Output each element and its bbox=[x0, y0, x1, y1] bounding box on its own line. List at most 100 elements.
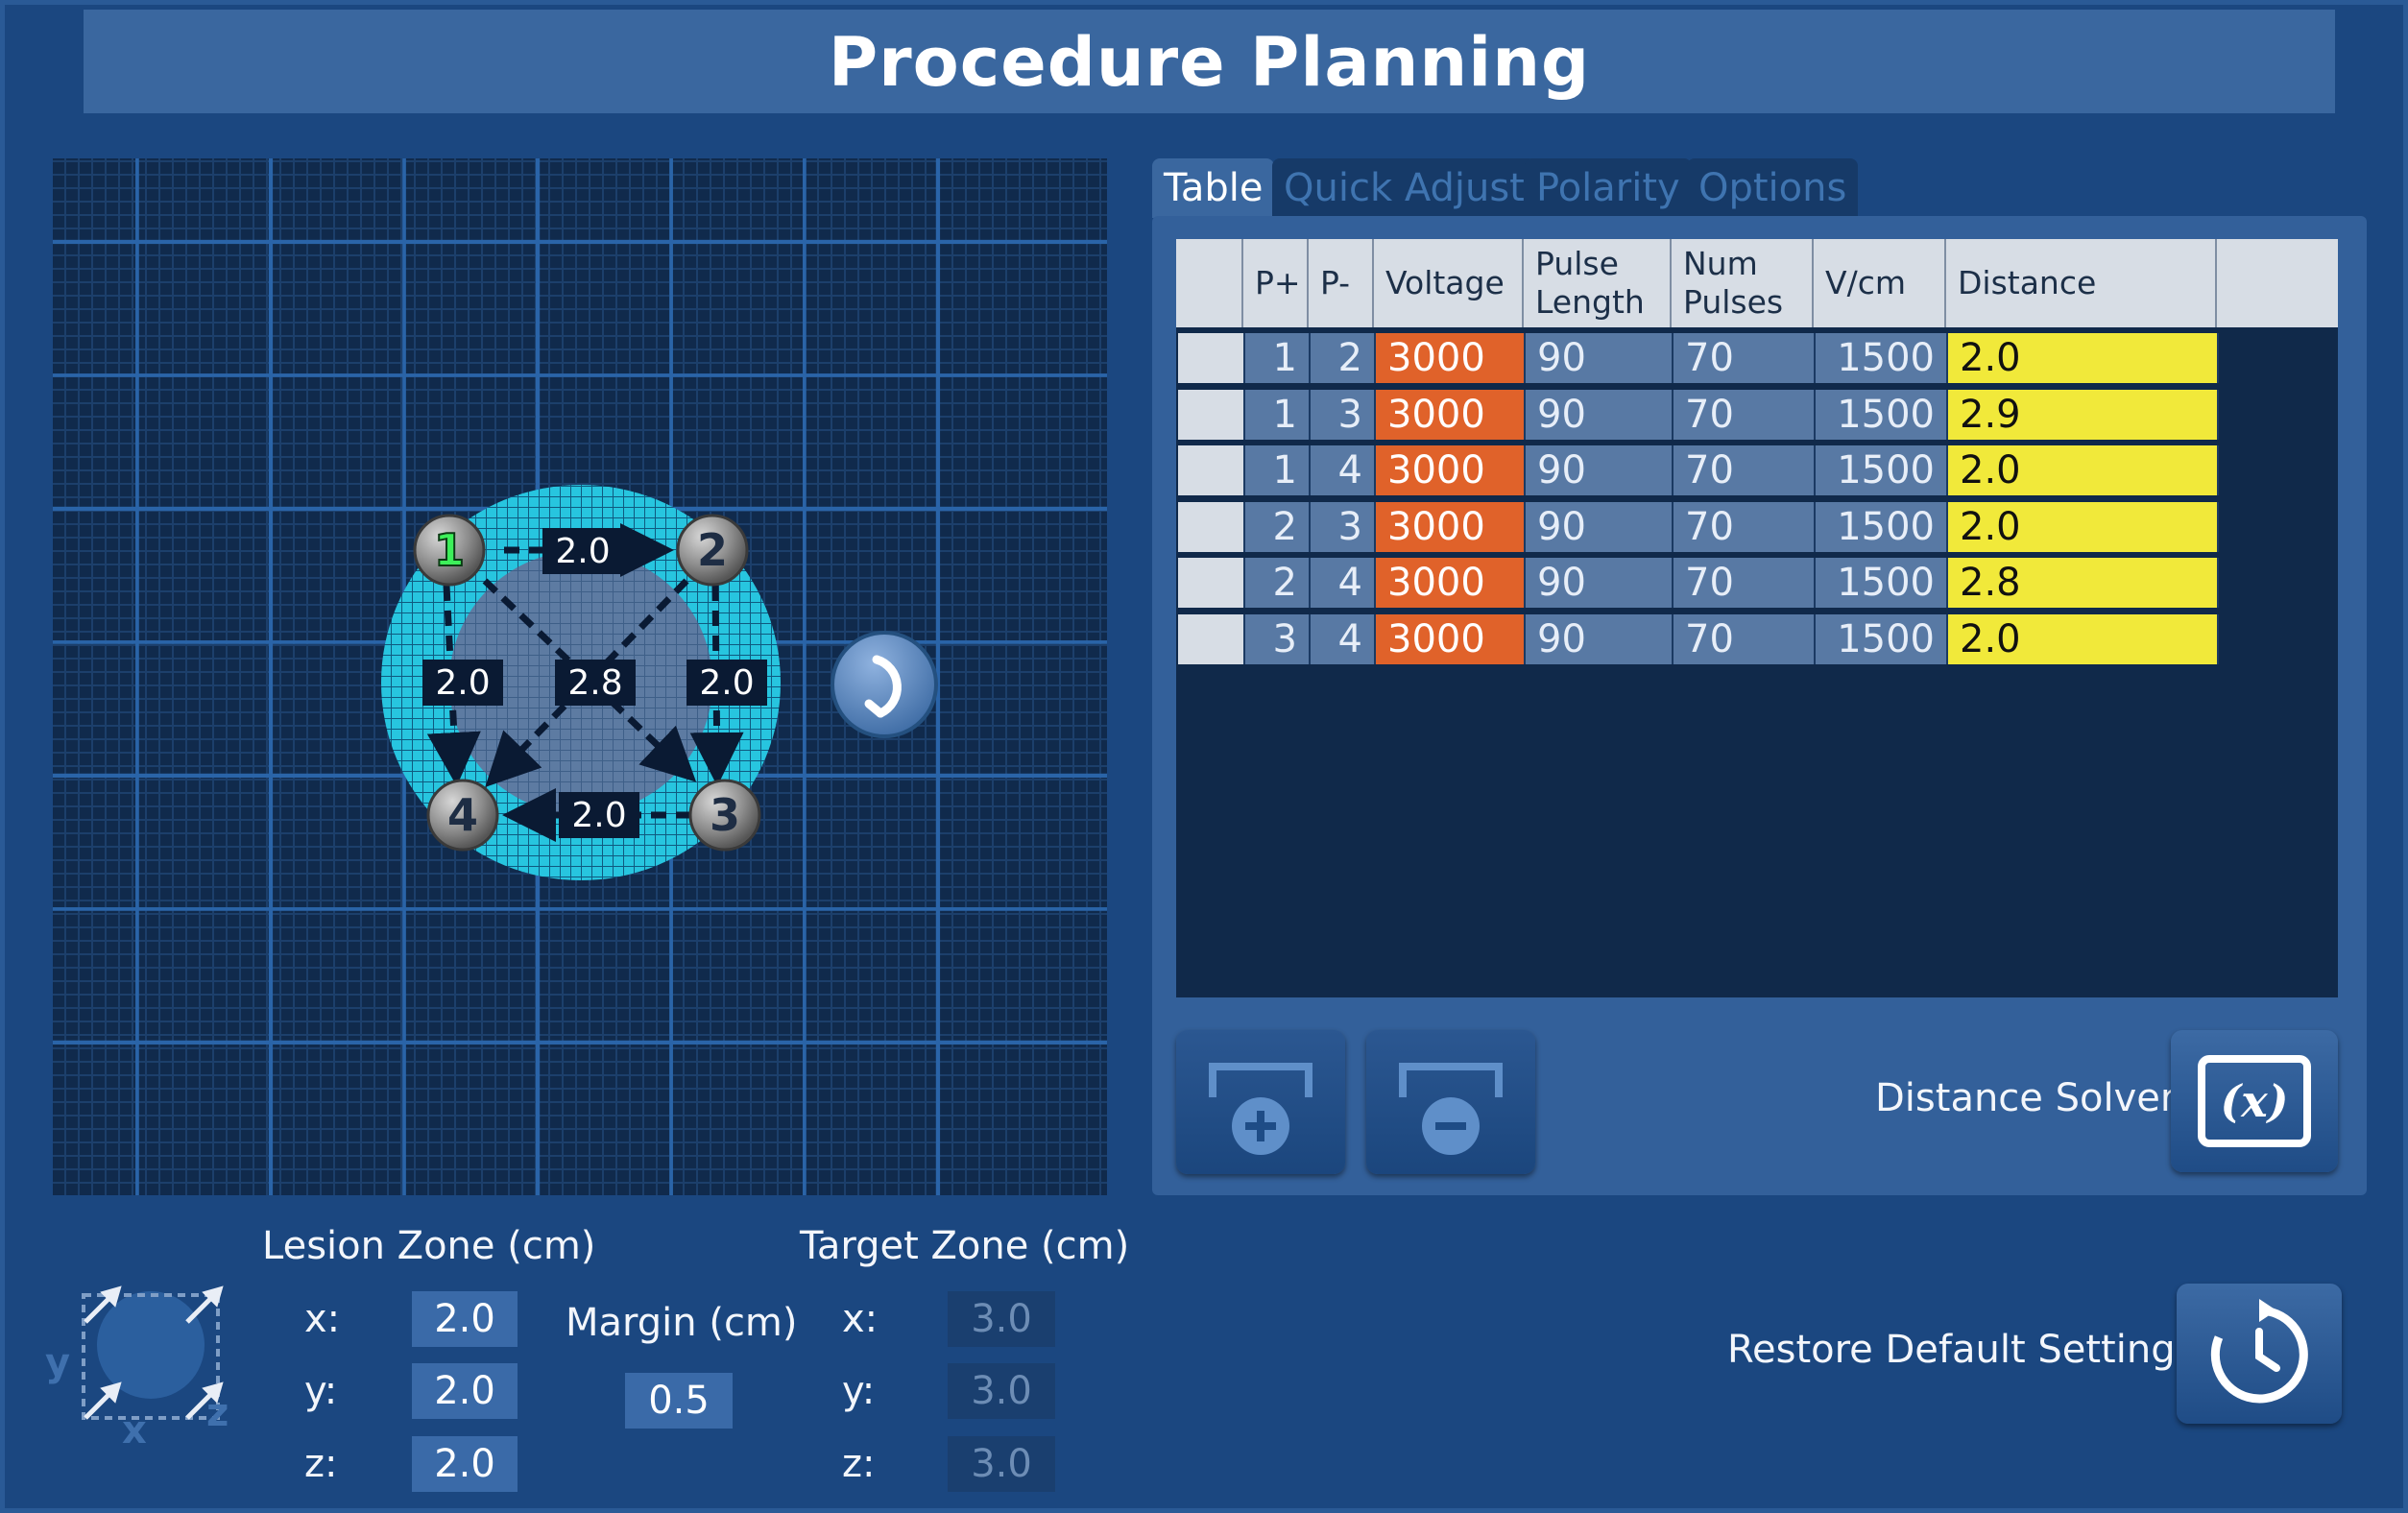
probe-4[interactable]: 4 bbox=[426, 779, 499, 852]
restore-defaults-label: Restore Default Settings bbox=[1727, 1328, 2196, 1372]
num-pulses-cell: 70 bbox=[1674, 613, 1816, 664]
target-z-field: 3.0 bbox=[948, 1436, 1055, 1492]
row-select-cell[interactable] bbox=[1178, 501, 1245, 552]
margin-field[interactable]: 0.5 bbox=[625, 1373, 733, 1429]
lesion-y-field[interactable]: 2.0 bbox=[412, 1363, 518, 1419]
v-cm-cell: 1500 bbox=[1816, 501, 1948, 552]
row-select-cell[interactable] bbox=[1178, 558, 1245, 608]
voltage-cell[interactable]: 3000 bbox=[1376, 445, 1526, 495]
rotate-button[interactable] bbox=[831, 631, 938, 738]
lesion-y-label: y: bbox=[304, 1369, 338, 1413]
distance-cell: 2.0 bbox=[1948, 613, 2219, 664]
tab-polarity[interactable]: Polarity bbox=[1525, 158, 1692, 218]
distance-solver-button[interactable]: (x) bbox=[2171, 1030, 2338, 1172]
svg-text:4: 4 bbox=[447, 789, 478, 841]
voltage-cell[interactable]: 3000 bbox=[1376, 501, 1526, 552]
pulse-length-cell: 90 bbox=[1526, 613, 1674, 664]
p-minus-cell: 4 bbox=[1311, 445, 1376, 495]
num-pulses-cell: 70 bbox=[1674, 333, 1816, 383]
num-pulses-cell: 70 bbox=[1674, 389, 1816, 440]
lesion-x-label: x: bbox=[304, 1297, 341, 1341]
probe-diagram: 2.0 2.0 2.8 2.0 2.0 1 2 bbox=[381, 485, 938, 880]
p-minus-cell: 4 bbox=[1311, 558, 1376, 608]
p-minus-cell: 3 bbox=[1311, 389, 1376, 440]
row-select-cell[interactable] bbox=[1178, 389, 1245, 440]
arrow-2-3 bbox=[689, 585, 744, 786]
target-x-label: x: bbox=[842, 1297, 879, 1341]
pulse-length-cell: 90 bbox=[1526, 501, 1674, 552]
table-row[interactable]: 1 4 3000 90 70 1500 2.0 bbox=[1178, 445, 2221, 495]
header-bar: Procedure Planning bbox=[84, 10, 2335, 113]
voltage-cell[interactable]: 3000 bbox=[1376, 333, 1526, 383]
target-y-label: y: bbox=[842, 1369, 876, 1413]
p-plus-cell: 1 bbox=[1245, 445, 1311, 495]
table-row[interactable]: 2 3 3000 90 70 1500 2.0 bbox=[1178, 501, 2221, 552]
target-x-field: 3.0 bbox=[948, 1291, 1055, 1347]
lesion-z-label: z: bbox=[304, 1442, 338, 1486]
distance-label: 2.0 bbox=[571, 796, 626, 835]
probe-1[interactable]: 1 bbox=[413, 514, 486, 587]
header-pulse-length: Pulse Length bbox=[1524, 239, 1672, 327]
voltage-cell[interactable]: 3000 bbox=[1376, 558, 1526, 608]
axis-y-letter: y bbox=[45, 1341, 70, 1385]
table-row[interactable]: 1 2 3000 90 70 1500 2.0 bbox=[1178, 333, 2221, 383]
voltage-cell[interactable]: 3000 bbox=[1376, 613, 1526, 664]
lesion-zone-title: Lesion Zone (cm) bbox=[262, 1224, 596, 1268]
num-pulses-cell: 70 bbox=[1674, 558, 1816, 608]
header-v-cm: V/cm bbox=[1814, 239, 1946, 327]
p-plus-cell: 2 bbox=[1245, 501, 1311, 552]
svg-text:2: 2 bbox=[697, 524, 728, 576]
tab-options[interactable]: Options bbox=[1687, 158, 1859, 218]
page-title: Procedure Planning bbox=[828, 23, 1591, 102]
svg-text:3: 3 bbox=[710, 789, 740, 841]
restore-icon bbox=[2210, 1299, 2308, 1404]
probe-2[interactable]: 2 bbox=[676, 514, 749, 587]
header-select bbox=[1176, 239, 1243, 327]
distance-cell: 2.0 bbox=[1948, 445, 2219, 495]
remove-row-button[interactable] bbox=[1366, 1030, 1535, 1174]
lesion-x-field[interactable]: 2.0 bbox=[412, 1291, 518, 1347]
rotate-icon bbox=[864, 655, 902, 718]
function-x-icon: (x) bbox=[2198, 1055, 2311, 1147]
add-row-button[interactable] bbox=[1176, 1030, 1345, 1174]
distance-label: 2.0 bbox=[699, 663, 754, 703]
table-row[interactable]: 1 3 3000 90 70 1500 2.9 bbox=[1178, 389, 2221, 440]
pulse-length-cell: 90 bbox=[1526, 558, 1674, 608]
svg-text:(x): (x) bbox=[2221, 1075, 2289, 1127]
p-plus-cell: 2 bbox=[1245, 558, 1311, 608]
restore-defaults-button[interactable] bbox=[2177, 1284, 2342, 1424]
axis-x-letter: x bbox=[122, 1408, 147, 1445]
v-cm-cell: 1500 bbox=[1816, 389, 1948, 440]
p-minus-cell: 2 bbox=[1311, 333, 1376, 383]
p-minus-cell: 3 bbox=[1311, 501, 1376, 552]
tab-quick-adjust[interactable]: Quick Adjust bbox=[1272, 158, 1536, 218]
target-y-field: 3.0 bbox=[948, 1363, 1055, 1419]
p-plus-cell: 1 bbox=[1245, 333, 1311, 383]
row-select-cell[interactable] bbox=[1178, 445, 1245, 495]
target-z-label: z: bbox=[842, 1442, 876, 1486]
distance-cell: 2.0 bbox=[1948, 501, 2219, 552]
tab-table[interactable]: Table bbox=[1152, 158, 1275, 218]
header-p-plus: P+ bbox=[1243, 239, 1309, 327]
num-pulses-cell: 70 bbox=[1674, 445, 1816, 495]
table-header: P+ P- Voltage Pulse Length Num Pulses V/… bbox=[1176, 239, 2338, 327]
probe-grid[interactable]: 2.0 2.0 2.8 2.0 2.0 1 2 bbox=[53, 158, 1107, 1195]
distance-label: 2.0 bbox=[435, 663, 490, 703]
row-select-cell[interactable] bbox=[1178, 613, 1245, 664]
p-plus-cell: 1 bbox=[1245, 389, 1311, 440]
num-pulses-cell: 70 bbox=[1674, 501, 1816, 552]
voltage-cell[interactable]: 3000 bbox=[1376, 389, 1526, 440]
axis-z-letter: z bbox=[206, 1391, 229, 1435]
distance-cell: 2.9 bbox=[1948, 389, 2219, 440]
table-row[interactable]: 2 4 3000 90 70 1500 2.8 bbox=[1178, 558, 2221, 608]
table-row[interactable]: 3 4 3000 90 70 1500 2.0 bbox=[1178, 613, 2221, 664]
lesion-z-field[interactable]: 2.0 bbox=[412, 1436, 518, 1492]
target-zone-title: Target Zone (cm) bbox=[800, 1224, 1130, 1268]
svg-text:1: 1 bbox=[434, 524, 465, 576]
probe-3[interactable]: 3 bbox=[688, 779, 761, 852]
header-distance: Distance bbox=[1946, 239, 2217, 327]
distance-solver-label: Distance Solver bbox=[1875, 1076, 2177, 1120]
row-select-cell[interactable] bbox=[1178, 333, 1245, 383]
distance-cell: 2.8 bbox=[1948, 558, 2219, 608]
